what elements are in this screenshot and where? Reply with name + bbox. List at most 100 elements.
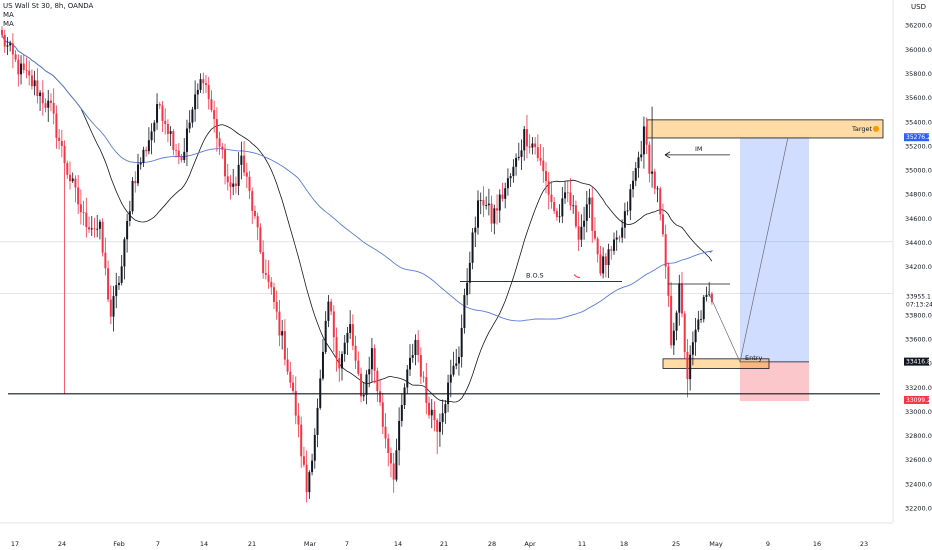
candle-body xyxy=(278,311,281,336)
candle-body xyxy=(585,204,588,221)
candle-body xyxy=(327,301,330,321)
candle-body xyxy=(302,456,305,465)
candle-body xyxy=(485,205,488,206)
candle-body xyxy=(596,238,599,255)
price-tick-label: 32800.0 xyxy=(905,432,932,440)
candle-body xyxy=(270,281,273,288)
time-tick-label: 18 xyxy=(620,540,628,548)
candle-body xyxy=(689,354,692,380)
time-tick-label: 28 xyxy=(488,540,496,548)
candle-body xyxy=(626,210,629,212)
candle-body xyxy=(126,220,129,240)
candle-body xyxy=(297,415,300,425)
candle-body xyxy=(191,109,194,123)
candle-body xyxy=(137,164,139,184)
candle-body xyxy=(667,266,670,296)
candle-body xyxy=(354,345,357,361)
moving-average-slow xyxy=(1,34,714,322)
price-tick-label: 33800.0 xyxy=(905,311,932,319)
candle-body xyxy=(213,109,216,120)
candle-body xyxy=(672,330,675,346)
candle-body xyxy=(542,160,545,172)
candle-body xyxy=(93,228,96,230)
candle-body xyxy=(599,254,602,274)
candle-body xyxy=(438,422,441,432)
candle-body xyxy=(534,143,537,148)
candle-body xyxy=(618,237,621,239)
candle-body xyxy=(324,320,327,352)
candle-body xyxy=(330,301,333,312)
candle-body xyxy=(664,234,667,267)
candle-body xyxy=(49,100,52,104)
candle-body xyxy=(300,424,303,457)
target-icon xyxy=(873,125,879,132)
candle-body xyxy=(47,100,50,108)
candle-body xyxy=(373,348,376,371)
candle-body xyxy=(678,283,681,313)
candle-body xyxy=(96,228,99,230)
candle-body xyxy=(444,404,447,414)
candle-body xyxy=(28,70,31,76)
candle-body xyxy=(311,460,314,473)
candle-body xyxy=(229,182,232,187)
candle-body xyxy=(251,191,254,211)
candle-body xyxy=(395,450,398,480)
candle-body xyxy=(6,45,9,47)
candle-body xyxy=(101,221,104,253)
candle-body xyxy=(436,420,439,432)
price-tick-label: 35400.0 xyxy=(905,118,932,126)
candle-body xyxy=(700,319,703,320)
candle-body xyxy=(520,150,523,157)
candle-body xyxy=(583,220,586,227)
candle-body xyxy=(85,212,88,228)
candle-body xyxy=(169,131,172,134)
candle-body xyxy=(487,203,490,206)
candle-body xyxy=(39,92,42,97)
candle-body xyxy=(607,249,610,266)
candle-body xyxy=(610,249,613,251)
time-tick-label: 21 xyxy=(440,540,448,548)
candle-body xyxy=(368,369,371,375)
time-tick-label: 21 xyxy=(248,540,256,548)
candle-body xyxy=(632,180,635,190)
time-tick-label: 14 xyxy=(200,540,208,548)
candle-body xyxy=(175,149,178,151)
candle-body xyxy=(702,296,705,320)
candle-body xyxy=(588,197,591,205)
candle-body xyxy=(430,409,433,416)
candle-body xyxy=(109,299,112,317)
candle-body xyxy=(602,256,605,274)
candle-body xyxy=(550,194,553,203)
legend-symbol: US Wall St 30, 8h, OANDA xyxy=(3,2,94,10)
candle-body xyxy=(79,204,82,213)
candle-body xyxy=(501,194,504,199)
target-label: Target xyxy=(851,125,873,133)
candle-body xyxy=(199,79,202,90)
candle-body xyxy=(3,34,6,47)
projection-path[interactable] xyxy=(707,137,789,363)
candle-body xyxy=(659,188,662,215)
time-tick-label: 17 xyxy=(11,540,19,548)
candle-body xyxy=(670,295,673,346)
candle-body xyxy=(253,210,256,217)
candle-body xyxy=(120,266,123,283)
candle-body xyxy=(381,402,384,427)
candle-body xyxy=(264,273,267,275)
target-zone[interactable] xyxy=(646,119,884,139)
candle-body xyxy=(428,402,431,416)
time-tick-label: 7 xyxy=(345,540,349,548)
price-tick-label: 36200.0 xyxy=(905,22,932,30)
entry-label: Entry xyxy=(745,354,762,362)
candle-body xyxy=(77,187,80,205)
candle-body xyxy=(90,228,93,230)
time-tick-label: May xyxy=(709,540,723,548)
candle-body xyxy=(273,287,275,302)
entry-zone[interactable] xyxy=(662,358,770,369)
candle-body xyxy=(30,75,33,87)
candle-body xyxy=(349,324,352,333)
candle-body xyxy=(25,69,28,71)
candle-body xyxy=(305,464,308,493)
candle-body xyxy=(705,294,708,297)
